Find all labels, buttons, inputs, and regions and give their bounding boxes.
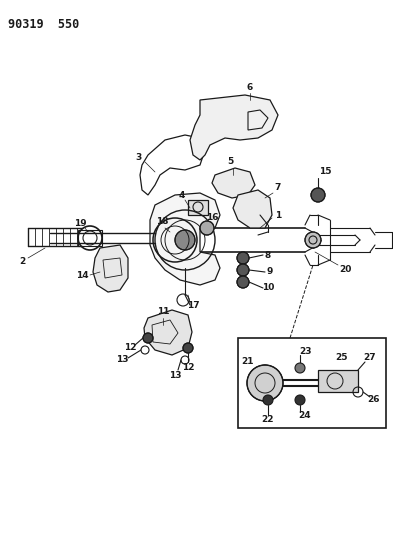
Text: 90319  550: 90319 550 <box>8 18 79 31</box>
Text: 5: 5 <box>227 157 233 166</box>
Circle shape <box>183 343 193 353</box>
Text: 10: 10 <box>262 284 274 293</box>
Text: 9: 9 <box>267 268 273 277</box>
Text: 8: 8 <box>265 251 271 260</box>
Bar <box>318 370 358 392</box>
Circle shape <box>263 395 273 405</box>
Polygon shape <box>188 200 208 215</box>
Polygon shape <box>93 245 128 292</box>
Circle shape <box>305 232 321 248</box>
Circle shape <box>143 333 153 343</box>
Text: 24: 24 <box>299 411 311 421</box>
Polygon shape <box>233 190 272 228</box>
Text: 23: 23 <box>299 348 311 357</box>
Text: 12: 12 <box>182 364 194 373</box>
Text: 6: 6 <box>247 84 253 93</box>
Text: 3: 3 <box>135 154 141 163</box>
Text: 20: 20 <box>339 265 351 274</box>
Polygon shape <box>190 95 278 160</box>
Text: 26: 26 <box>368 395 380 405</box>
Text: 11: 11 <box>157 308 169 317</box>
Circle shape <box>200 221 214 235</box>
Circle shape <box>175 230 195 250</box>
Polygon shape <box>150 193 220 285</box>
Text: 25: 25 <box>336 353 348 362</box>
Text: 18: 18 <box>156 217 168 227</box>
Text: 4: 4 <box>179 190 185 199</box>
Circle shape <box>295 363 305 373</box>
Circle shape <box>311 188 325 202</box>
Bar <box>238 338 386 428</box>
Text: 14: 14 <box>76 271 88 279</box>
Text: 22: 22 <box>262 416 274 424</box>
Text: 13: 13 <box>116 356 128 365</box>
Text: 7: 7 <box>275 183 281 192</box>
Text: 15: 15 <box>319 167 331 176</box>
Text: 16: 16 <box>206 214 218 222</box>
Text: 19: 19 <box>74 219 86 228</box>
Polygon shape <box>144 310 192 355</box>
Circle shape <box>237 276 249 288</box>
Circle shape <box>295 395 305 405</box>
Text: 13: 13 <box>169 372 181 381</box>
Circle shape <box>237 264 249 276</box>
Text: 27: 27 <box>364 353 376 362</box>
Text: 12: 12 <box>124 343 136 352</box>
Text: 1: 1 <box>275 211 281 220</box>
Polygon shape <box>212 168 255 198</box>
Circle shape <box>247 365 283 401</box>
Text: 21: 21 <box>242 358 254 367</box>
Text: 2: 2 <box>19 257 25 266</box>
Circle shape <box>237 252 249 264</box>
Text: 17: 17 <box>187 301 199 310</box>
